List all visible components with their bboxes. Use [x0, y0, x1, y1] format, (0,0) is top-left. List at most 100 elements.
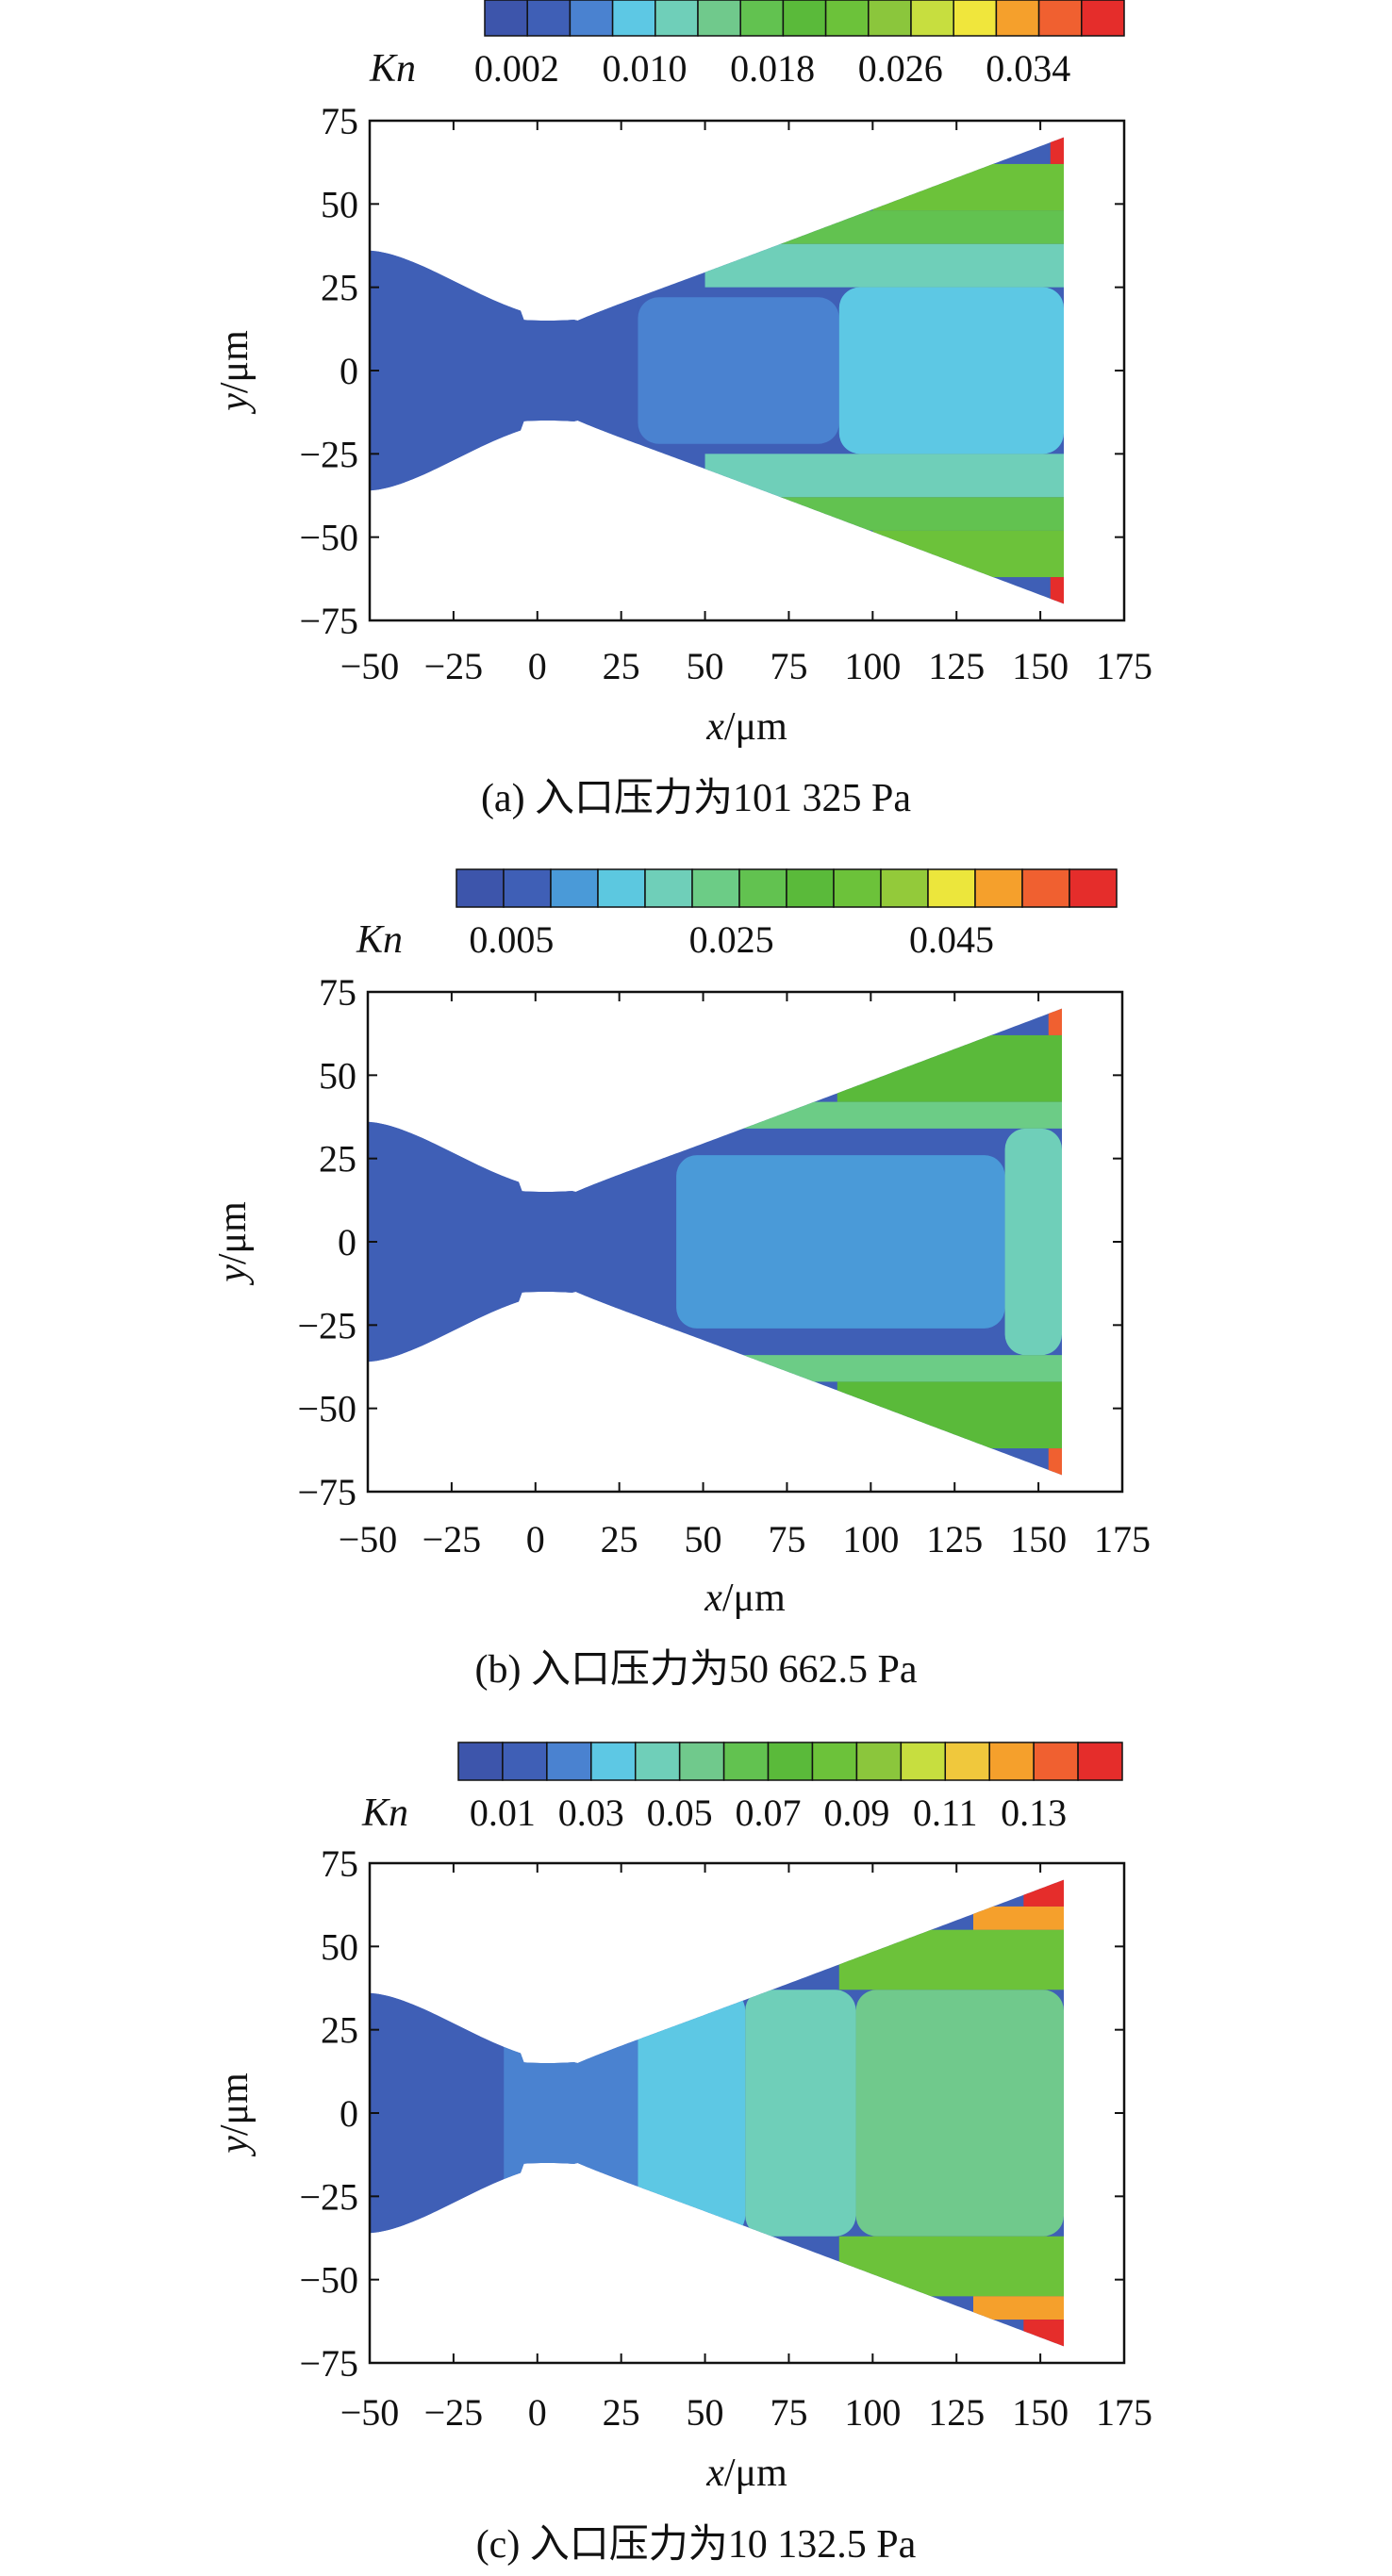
x-tick-label: −50 — [340, 645, 400, 687]
colorbar-swatch — [502, 1742, 548, 1781]
y-tick-label: 25 — [319, 1138, 356, 1181]
colorbar-swatch — [597, 868, 646, 908]
contour-band — [737, 1101, 1062, 1129]
y-tick-label: 0 — [340, 350, 358, 392]
contour-region — [504, 1990, 638, 2237]
colorbar-label-b: Kn — [356, 918, 403, 962]
colorbar-tick-label: 0.11 — [913, 1792, 978, 1834]
x-axis-label: x/μm — [704, 1577, 786, 1620]
y-tick-label: −75 — [297, 1471, 356, 1513]
contour-region — [838, 287, 1064, 454]
y-tick-label: 50 — [319, 1054, 356, 1097]
x-tick-label: 75 — [770, 645, 807, 687]
colorbar-swatch — [880, 868, 929, 908]
colorbar-swatch — [974, 868, 1023, 908]
colorbar-swatch — [678, 1742, 725, 1781]
contour-band — [704, 243, 1064, 288]
colorbar-swatch — [634, 1742, 681, 1781]
contour-band — [1048, 1448, 1062, 1476]
colorbar-tick-label: 0.010 — [603, 47, 688, 90]
x-tick-label: 25 — [601, 1518, 638, 1560]
y-axis-label: y/μm — [213, 2072, 257, 2157]
colorbar-swatch — [824, 0, 870, 37]
caption-b: (b) 入口压力为50 662.5 Pa — [475, 1648, 918, 1692]
contour-fill — [370, 1879, 1064, 2347]
y-tick-label: 50 — [321, 1925, 358, 1968]
colorbar-tick-label: 0.03 — [558, 1792, 624, 1834]
contour-plot-c: −50 −25 0 25 50 75 100 125 150 175 75 50 25 0 −25 −50 −7… — [213, 1842, 1152, 2495]
y-tick-label: 25 — [321, 267, 358, 309]
colorbar-swatch — [927, 868, 976, 908]
x-tick-label: 25 — [603, 645, 640, 687]
colorbar-swatch — [1069, 868, 1118, 908]
x-tick-label: 175 — [1096, 645, 1152, 687]
y-tick-label: −50 — [299, 2259, 358, 2302]
colorbar-swatch — [767, 1742, 814, 1781]
colorbar-swatch — [569, 0, 614, 37]
colorbar-ticks-b: 0.005 0.025 0.045 — [469, 918, 994, 961]
x-axis-label: x/μm — [705, 705, 787, 749]
y-tick-label: 75 — [321, 1842, 358, 1885]
y-tick-label: −50 — [297, 1388, 356, 1430]
contour-region — [368, 1118, 677, 1365]
x-tick-label: 175 — [1094, 1518, 1151, 1560]
x-tick-label: 125 — [928, 2391, 985, 2434]
x-tick-label: 100 — [844, 645, 901, 687]
contour-band — [1023, 2320, 1064, 2347]
x-tick-label: −25 — [423, 1518, 482, 1560]
x-tick-label: −25 — [424, 645, 484, 687]
x-tick-label: 75 — [770, 2391, 807, 2434]
colorbar-swatch — [503, 868, 552, 908]
x-tick-label: 50 — [685, 1518, 722, 1560]
colorbar-swatch — [1037, 0, 1083, 37]
contour-band — [838, 1929, 1064, 1990]
x-tick-label: 0 — [528, 645, 547, 687]
x-tick-label: 150 — [1012, 2391, 1069, 2434]
y-tick-label: 0 — [340, 2092, 358, 2135]
x-tick-label: 125 — [926, 1518, 983, 1560]
colorbar-label-c: Kn — [361, 1792, 408, 1835]
y-tick-label: −25 — [299, 433, 358, 475]
contour-band — [837, 1034, 1062, 1102]
colorbar-swatch — [786, 868, 835, 908]
contour-band — [837, 1381, 1062, 1449]
colorbar-b — [456, 868, 1118, 908]
colorbar-label-a: Kn — [369, 47, 416, 91]
contour-region — [638, 1990, 746, 2237]
contour-region — [855, 1990, 1064, 2237]
colorbar-tick-label: 0.005 — [469, 918, 554, 961]
x-tick-label: 175 — [1096, 2391, 1152, 2434]
contour-band — [754, 497, 1064, 531]
contour-region — [1004, 1128, 1062, 1356]
colorbar-swatch — [995, 0, 1040, 37]
y-axis-label: y/μm — [211, 1201, 255, 1286]
colorbar-swatch — [1081, 0, 1125, 37]
contour-band — [1050, 137, 1064, 164]
colorbar-swatch — [738, 868, 787, 908]
contour-region — [370, 247, 638, 494]
colorbar-swatch — [900, 1742, 947, 1781]
contour-band — [704, 454, 1064, 498]
colorbar-swatch — [855, 1742, 903, 1781]
colorbar-ticks-a: 0.002 0.010 0.018 0.026 0.034 — [474, 47, 1070, 90]
contour-fill — [368, 1008, 1062, 1476]
colorbar-swatch — [782, 0, 827, 37]
contour-fill — [370, 137, 1064, 604]
x-tick-label: 150 — [1010, 1518, 1067, 1560]
contour-region — [638, 297, 839, 444]
colorbar-swatch — [868, 0, 912, 37]
colorbar-tick-label: 0.025 — [689, 918, 774, 961]
colorbar-tick-label: 0.045 — [909, 918, 994, 961]
colorbar-tick-label: 0.034 — [986, 47, 1070, 90]
colorbar-swatch — [611, 0, 656, 37]
colorbar-c — [457, 1742, 1123, 1781]
colorbar-swatch — [644, 868, 693, 908]
contour-region — [370, 1990, 505, 2237]
colorbar-swatch — [590, 1742, 637, 1781]
colorbar-swatch — [1021, 868, 1070, 908]
colorbar-swatch — [691, 868, 740, 908]
colorbar-a — [484, 0, 1125, 37]
colorbar-tick-label: 0.07 — [736, 1792, 802, 1834]
colorbar-tick-label: 0.01 — [470, 1792, 536, 1834]
